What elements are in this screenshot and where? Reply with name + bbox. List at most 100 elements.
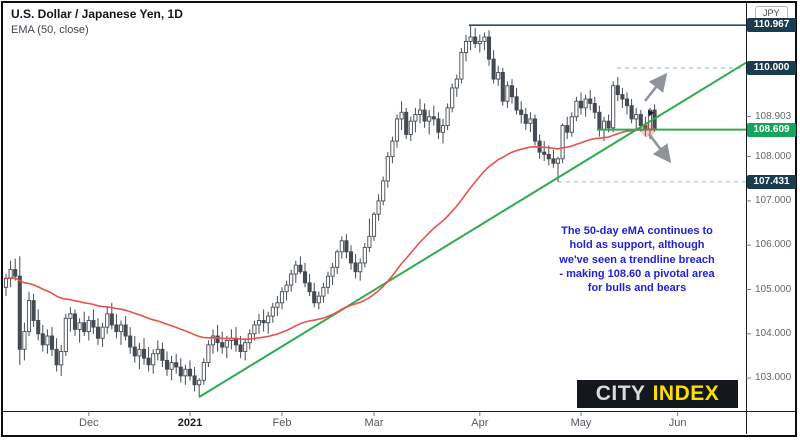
candle-body [528,118,533,124]
candle-body [26,300,32,333]
candle-body [49,335,55,350]
candle-body [155,348,160,355]
candle-body [118,324,124,333]
candle-body [344,240,349,253]
candle-body [335,251,340,268]
candle-body [459,52,464,80]
support-trendline [198,61,747,399]
candle-body [137,348,142,357]
last-price-marker [648,110,654,117]
candle-body [427,116,432,122]
candle-body [169,362,174,370]
candle-body [279,291,285,304]
scenario-arrow-up [643,72,668,102]
candle-body [36,320,41,335]
candle-body [560,125,565,160]
candle-body [542,151,547,155]
logo-index-text: INDEX [652,382,720,405]
time-tick-label-Mar: Mar [364,417,384,429]
candle-body [422,109,427,122]
candle-body [394,118,400,142]
candle-body [91,320,96,328]
time-tick-label-Jun: Jun [668,417,687,429]
candle-body [473,36,478,45]
candle-body [201,362,206,381]
candle-body [440,125,446,133]
candle-body [565,125,570,133]
candle-body [482,36,487,42]
candle-body [123,324,128,337]
candle-body [266,315,271,324]
candles [3,25,657,397]
candle-body [629,105,634,120]
annotation-line: The 50-day eMA continues to [561,225,713,237]
candle-body [486,36,492,60]
candle-body [105,313,110,328]
candle-body [132,346,137,357]
candle-body [114,324,119,333]
candle-body [321,286,326,297]
candle-body [454,78,459,89]
candle-body [210,335,216,346]
candle-body [77,322,82,330]
candle-body [151,353,156,366]
candle-body [160,348,165,361]
candle-body [404,111,409,135]
price-tick-label: 108.903 [755,110,792,122]
scenario-arrow-down [647,133,672,164]
candle-body [463,40,469,53]
candle-body [325,275,331,288]
price-badge-108.609: 108.609 [747,122,796,137]
symbol-title: U.S. Dollar / Japanese Yen, 1D [11,7,183,21]
candle-body [298,264,303,273]
price-tick-label: 103.000 [755,372,792,384]
candle-body [606,120,611,129]
candle-body [569,116,574,133]
candle-body [220,342,225,348]
annotation-line: for bulls and bears [587,282,687,295]
candle-body [178,366,183,377]
candle-body [399,111,404,120]
candle-body [22,331,27,350]
logo-city-text: CITY [595,382,646,405]
candle-body [385,156,390,182]
candle-body [390,140,395,158]
annotation-line: hold as support, although [569,239,705,252]
candle-body [40,333,45,346]
price-badge-110.967: 110.967 [747,18,796,33]
candle-body [86,320,91,333]
annotation-line: we've seen a trendline breach [559,253,715,266]
candle-body [31,300,36,321]
time-tick-label-Dec: Dec [79,417,99,429]
candle-body [417,109,423,115]
candle-body [238,344,243,352]
candle-body [13,269,18,277]
candle-body [45,335,50,346]
candle-body [17,275,22,350]
time-tick-label-Feb: Feb [272,417,292,429]
candle-body [431,116,436,120]
city-index-logo: CITY INDEX [577,380,738,408]
candle-body [532,118,538,142]
candle-body [620,94,625,100]
price-tick-label: 105.000 [755,283,792,295]
candle-body [312,291,317,304]
candle-body [3,277,9,288]
candle-body [183,368,188,377]
ema-touch-highlight [641,123,655,137]
candle-body [206,344,211,364]
ema-line [5,128,655,341]
price-tick-label: 108.000 [755,150,792,162]
candle-body [546,153,551,160]
candle-body [450,87,455,109]
candle-body [275,302,280,308]
candle-body [500,71,505,102]
candle-body [615,85,620,96]
price-tick-label: 107.000 [755,194,792,206]
candle-body [307,282,312,293]
candle-body [256,320,262,326]
candle-body [358,262,363,273]
price-tick-label: 106.000 [755,239,792,251]
candle-body [371,213,377,237]
